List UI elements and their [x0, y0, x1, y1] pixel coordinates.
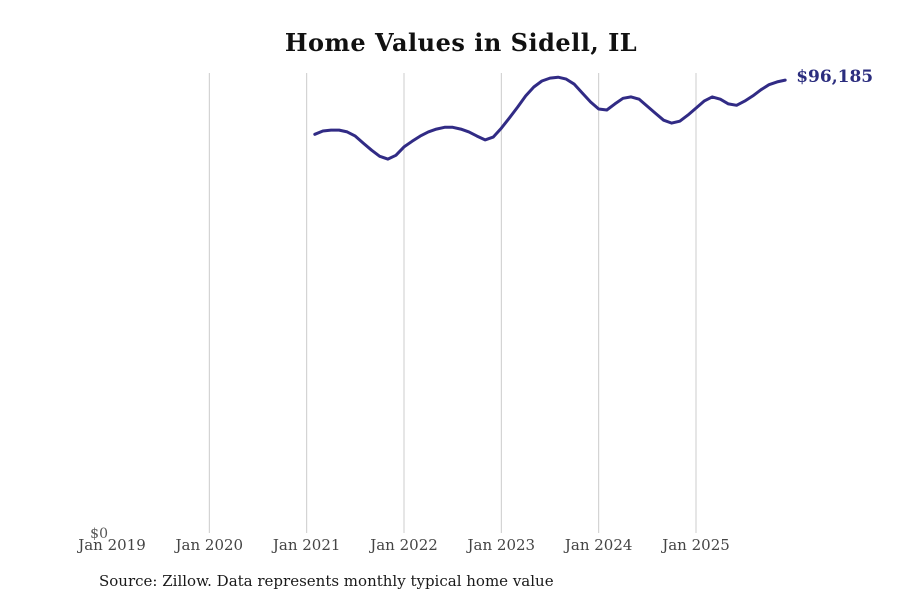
x-tick-label: Jan 2025 — [662, 536, 730, 554]
x-axis: Jan 2019 Jan 2020 Jan 2021 Jan 2022 Jan 2023… — [0, 536, 900, 556]
x-tick-label: Jan 2022 — [370, 536, 438, 554]
latest-value-label: $96,185 — [796, 67, 874, 88]
x-tick-label: Jan 2023 — [467, 536, 536, 554]
x-tick-label: Jan 2019 — [78, 536, 146, 554]
x-tick-label: Jan 2024 — [564, 536, 633, 554]
home-value-line — [313, 75, 787, 161]
source-note: Source: Zillow. Data represents monthly … — [99, 572, 554, 590]
x-tick-label: Jan 2020 — [175, 536, 244, 554]
y-axis-zero-label: $0 — [90, 526, 108, 542]
x-tick-label: Jan 2021 — [272, 536, 341, 554]
chart-title: Home Values in Sidell, IL — [284, 28, 638, 57]
